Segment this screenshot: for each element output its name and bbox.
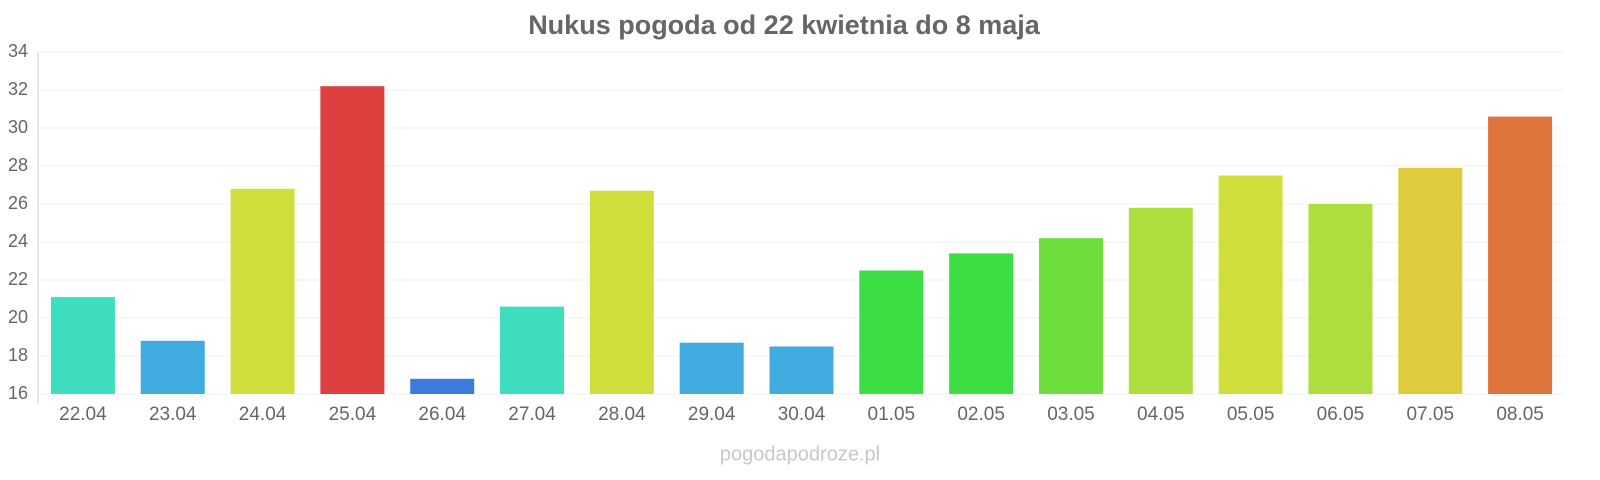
x-tick-label: 08.05	[1496, 404, 1544, 425]
x-tick-label: 24.04	[239, 404, 287, 425]
x-tick-label: 28.04	[598, 404, 646, 425]
y-tick-label: 18	[8, 345, 28, 365]
bar	[1398, 167, 1463, 394]
bar	[500, 306, 565, 394]
bar	[1488, 116, 1553, 394]
bar	[1308, 204, 1373, 394]
bar	[679, 342, 744, 394]
y-tick-label: 22	[8, 269, 28, 289]
bar	[50, 297, 115, 394]
bar	[769, 346, 834, 394]
x-tick-label: 06.05	[1317, 404, 1365, 425]
x-tick-label: 23.04	[149, 404, 197, 425]
bar	[410, 378, 475, 394]
y-tick-label: 28	[8, 155, 28, 175]
x-tick-label: 04.05	[1137, 404, 1185, 425]
x-tick-label: 01.05	[868, 404, 916, 425]
y-tick-label: 16	[8, 383, 28, 403]
bar	[1128, 207, 1193, 394]
bar	[589, 190, 654, 394]
y-tick-label: 32	[8, 79, 28, 99]
x-tick-label: 07.05	[1406, 404, 1454, 425]
x-tick-label: 30.04	[778, 404, 826, 425]
bar	[949, 253, 1014, 394]
bar	[230, 188, 295, 394]
x-tick-label: 27.04	[508, 404, 556, 425]
chart-title: Nukus pogoda od 22 kwietnia do 8 maja	[528, 10, 1041, 40]
x-tick-label: 02.05	[957, 404, 1005, 425]
y-tick-label: 26	[8, 193, 28, 213]
x-tick-label: 03.05	[1047, 404, 1095, 425]
y-tick-label: 20	[8, 307, 28, 327]
y-tick-label: 24	[8, 231, 28, 251]
bar	[859, 270, 924, 394]
bar	[1038, 238, 1103, 394]
bar	[1218, 175, 1283, 394]
bar	[140, 340, 205, 394]
x-tick-label: 05.05	[1227, 404, 1275, 425]
x-tick-label: 25.04	[329, 404, 377, 425]
y-tick-label: 34	[8, 41, 28, 61]
x-tick-label: 26.04	[418, 404, 466, 425]
x-tick-label: 29.04	[688, 404, 736, 425]
y-tick-label: 30	[8, 117, 28, 137]
source-credit: pogodapodroze.pl	[720, 443, 880, 465]
x-tick-label: 22.04	[59, 404, 107, 425]
bar	[320, 86, 385, 394]
